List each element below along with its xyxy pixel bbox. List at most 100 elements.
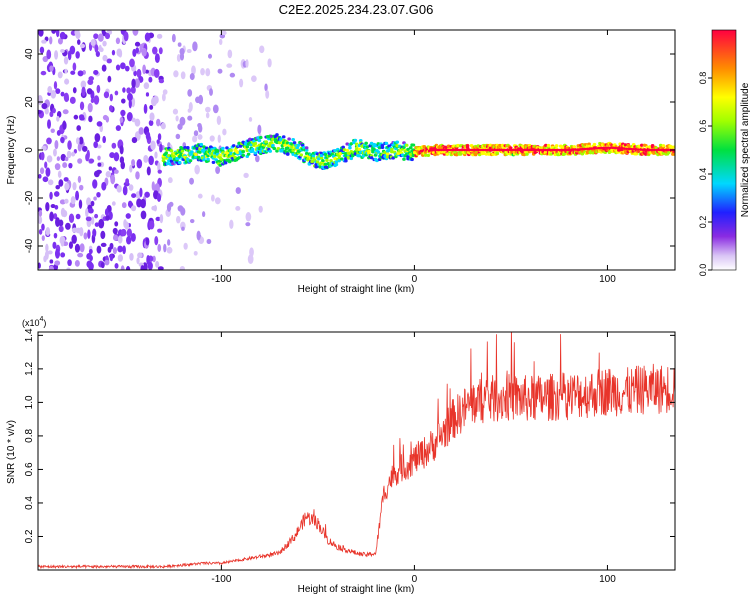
spectrogram-ridge-cell: [508, 146, 513, 150]
spectrogram-noise-cell: [93, 95, 100, 105]
spectrogram-noise-cell: [114, 221, 119, 227]
spectrogram-noise-cell: [245, 222, 251, 227]
spectrogram-ridge-cell: [572, 145, 577, 149]
spectrogram-noise-cell: [38, 209, 43, 217]
spectrogram-ridge-cell: [188, 159, 193, 163]
spectrogram-noise-cell: [251, 75, 257, 83]
spectrogram-noise-cell: [88, 248, 93, 254]
spectrogram-noise-cell: [156, 33, 163, 39]
spectrogram-noise-cell: [153, 68, 160, 79]
snr-panel: -100 0 100 0.2 0.4 0.6 0.8 1.0 1.2 1.4 (x104) He…: [6, 316, 676, 595]
spectrogram-noise-cell: [45, 226, 51, 236]
spectrogram-cells: [38, 30, 675, 270]
spectrogram-noise-cell: [77, 39, 81, 45]
spectrogram-ridge-cell: [248, 137, 252, 141]
spectrogram-ridge-cell: [299, 153, 304, 157]
spectrogram-ridge-cell: [456, 143, 460, 148]
spectrogram-ridge-peak: [537, 148, 541, 152]
spectrogram-ridge-cell: [357, 154, 362, 158]
spectrogram-ridge-peak: [608, 146, 613, 149]
spectrogram-noise-cell: [122, 245, 126, 255]
spectrogram-noise-cell: [154, 151, 158, 159]
spectrogram-noise-cell: [127, 200, 133, 208]
spectrogram-noise-cell: [92, 228, 97, 238]
spectrogram-noise-cell: [96, 144, 102, 149]
spectrogram-ridge-cell: [385, 155, 390, 159]
spectrogram-ridge-cell: [648, 145, 652, 149]
spectrogram-noise-cell: [145, 237, 150, 246]
spectrogram-noise-cell: [41, 39, 47, 44]
spectrogram-y-tick-label: -20: [24, 190, 35, 205]
spectrogram-noise-cell: [120, 228, 127, 237]
spectrogram-ridge-cell: [168, 156, 173, 161]
spectrogram-ridge-cell: [315, 160, 320, 164]
spectrogram-noise-cell: [189, 218, 195, 224]
spectrogram-ridge-cell: [281, 135, 286, 139]
spectrogram-noise-cell: [101, 181, 107, 191]
spectrogram-noise-cell: [202, 211, 206, 218]
spectrogram-noise-cell: [90, 39, 96, 47]
spectrogram-ridge-peak: [551, 148, 555, 152]
spectrogram-ridge-cell: [477, 153, 482, 157]
spectrogram-noise-cell: [131, 97, 136, 108]
spectrogram-noise-cell: [77, 158, 83, 164]
spectrogram-noise-cell: [119, 145, 124, 155]
spectrogram-ridge-cell: [219, 157, 224, 161]
spectrogram-noise-cell: [54, 163, 61, 171]
spectrogram-ridge-cell: [190, 152, 194, 156]
spectrogram-noise-cell: [144, 69, 149, 74]
spectrogram-noise-cell: [122, 87, 126, 93]
spectrogram-noise-cell: [49, 259, 54, 264]
spectrogram-ridge-cell: [177, 160, 182, 165]
spectrogram-noise-cell: [60, 136, 65, 144]
spectrogram-noise-cell: [86, 88, 93, 95]
spectrogram-noise-cell: [42, 55, 49, 63]
spectrogram-ridge-peak: [634, 148, 638, 151]
spectrogram-ridge-peak: [532, 148, 536, 152]
spectrogram-ridge-cell: [291, 152, 295, 156]
spectrogram-y-tick-label: 40: [24, 48, 35, 60]
spectrogram-noise-cell: [206, 238, 212, 245]
snr-x-label: Height of straight line (km): [298, 584, 415, 595]
spectrogram-noise-cell: [77, 70, 84, 77]
spectrogram-ridge-cell: [380, 143, 385, 148]
spectrogram-noise-cell: [80, 80, 87, 89]
spectrogram-noise-cell: [44, 107, 49, 115]
spectrogram-ridge-cell: [244, 142, 248, 146]
spectrogram-noise-cell: [191, 65, 196, 75]
spectrogram-noise-cell: [157, 133, 162, 141]
spectrogram-noise-cell: [214, 197, 221, 205]
spectrogram-ridge-cell: [491, 152, 495, 156]
spectrogram-ridge-cell: [202, 145, 206, 149]
spectrogram-ridge-peak: [504, 148, 508, 152]
spectrogram-noise-cell: [131, 117, 136, 123]
spectrogram-noise-cell: [129, 252, 134, 261]
spectrogram-noise-cell: [75, 190, 80, 201]
spectrogram-y-label: Frequency (Hz): [6, 116, 17, 185]
spectrogram-ridge-peak: [520, 148, 525, 152]
spectrogram-noise-cell: [63, 56, 69, 65]
spectrogram-ridge-cell: [233, 155, 237, 160]
spectrogram-noise-cell: [99, 47, 104, 53]
spectrogram-noise-cell: [52, 241, 57, 249]
spectrogram-ridge-cell: [342, 148, 347, 152]
spectrogram-noise-cell: [50, 128, 55, 133]
spectrogram-noise-cell: [101, 64, 107, 72]
spectrogram-ridge-cell: [235, 150, 240, 155]
spectrogram-noise-cell: [131, 137, 138, 144]
spectrogram-noise-cell: [133, 70, 137, 77]
spectrogram-noise-cell: [192, 135, 198, 143]
spectrogram-noise-cell: [41, 223, 45, 231]
spectrogram-ridge-peak: [469, 148, 474, 152]
spectrogram-noise-cell: [173, 70, 179, 78]
spectrogram-ridge-cell: [334, 162, 339, 167]
spectrogram-noise-cell: [130, 86, 136, 94]
spectrogram-noise-cell: [117, 254, 124, 262]
spectrogram-ridge-cell: [353, 138, 358, 142]
spectrogram-noise-cell: [109, 152, 115, 159]
spectrogram-noise-cell: [105, 171, 112, 178]
spectrogram-noise-cell: [205, 112, 210, 119]
spectrogram-noise-cell: [75, 213, 81, 220]
spectrogram-ridge-cell: [562, 152, 567, 156]
spectrogram-ridge-cell: [321, 159, 325, 163]
